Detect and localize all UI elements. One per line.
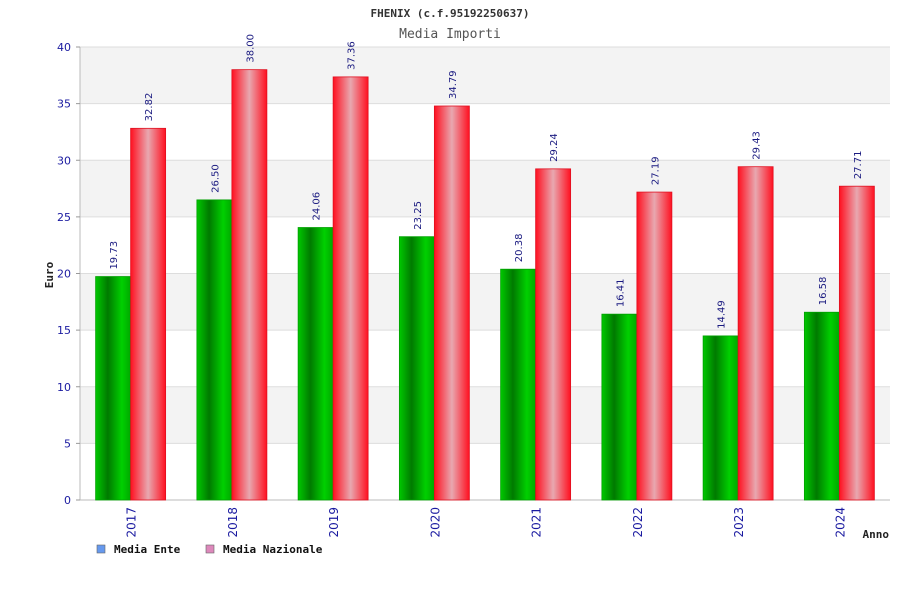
- y-tick-label: 25: [57, 211, 71, 224]
- x-tick-label: 2024: [833, 507, 847, 538]
- legend-label: Media Ente: [114, 543, 181, 556]
- bar-media-ente: [95, 276, 132, 501]
- x-tick-label: 2020: [428, 507, 442, 538]
- data-label: 26.50: [210, 164, 221, 193]
- x-tick-label: 2022: [631, 507, 645, 538]
- data-label: 14.49: [717, 300, 728, 329]
- y-tick-label: 20: [57, 268, 71, 281]
- data-label: 34.79: [448, 70, 459, 99]
- bar-media-nazionale: [737, 166, 774, 501]
- legend-label: Media Nazionale: [223, 543, 323, 556]
- data-label: 20.38: [514, 234, 525, 263]
- bar-media-ente: [398, 236, 435, 501]
- chart-title: FHENIX (c.f.95192250637): [371, 7, 530, 20]
- x-tick-label: 2021: [530, 507, 544, 538]
- y-tick-label: 40: [57, 41, 71, 54]
- bar-media-nazionale: [636, 191, 673, 501]
- y-tick-label: 5: [64, 437, 71, 450]
- bar-media-nazionale: [535, 168, 572, 501]
- chart-subtitle: Media Importi: [399, 27, 501, 42]
- data-label: 37.36: [347, 41, 358, 70]
- data-label: 27.19: [650, 156, 661, 185]
- bar-media-nazionale: [433, 105, 470, 501]
- y-tick-label: 15: [57, 324, 71, 337]
- bar-media-ente: [500, 268, 537, 501]
- data-label: 29.24: [549, 133, 560, 162]
- data-label: 32.82: [144, 93, 155, 122]
- data-label: 23.25: [413, 201, 424, 230]
- x-tick-label: 2023: [732, 507, 746, 538]
- bar-media-ente: [196, 199, 233, 501]
- y-axis-ticks: 0 5 10 15 20 25 30 35 40: [57, 41, 80, 507]
- data-label: 27.71: [853, 151, 864, 180]
- y-tick-label: 0: [64, 494, 71, 507]
- grid-band: [80, 47, 890, 104]
- y-tick-label: 10: [57, 381, 71, 394]
- bar-media-nazionale: [231, 69, 268, 501]
- x-tick-label: 2017: [125, 507, 139, 538]
- y-tick-label: 35: [57, 98, 71, 111]
- data-label: 29.43: [752, 131, 763, 160]
- data-label: 16.58: [818, 277, 829, 306]
- bar-media-ente: [601, 313, 638, 501]
- x-axis-label: Anno: [863, 528, 890, 541]
- bar-media-ente: [803, 311, 840, 501]
- y-axis-label: Euro: [43, 261, 56, 288]
- y-tick-label: 30: [57, 154, 71, 167]
- x-tick-label: 2018: [226, 507, 240, 538]
- legend-swatch: [205, 544, 215, 554]
- data-label: 16.41: [615, 279, 626, 308]
- bars: 19.73 32.82 26.50 38.00 24.06 37.36 23.25 34.79…: [95, 34, 875, 501]
- bar-media-nazionale: [130, 127, 167, 501]
- legend-swatch: [96, 544, 106, 554]
- x-tick-label: 2019: [327, 507, 341, 538]
- bar-media-nazionale: [332, 76, 369, 501]
- data-label: 38.00: [245, 34, 256, 63]
- x-axis-ticks: 2017 2018 2019 2020 2021 2022 2023 2024: [125, 507, 848, 538]
- data-label: 19.73: [109, 241, 120, 270]
- bar-media-nazionale: [838, 185, 875, 501]
- legend: Media Ente Media Nazionale: [96, 543, 323, 556]
- bar-media-ente: [297, 227, 334, 501]
- data-label: 24.06: [312, 192, 323, 221]
- bar-media-ente: [702, 335, 739, 501]
